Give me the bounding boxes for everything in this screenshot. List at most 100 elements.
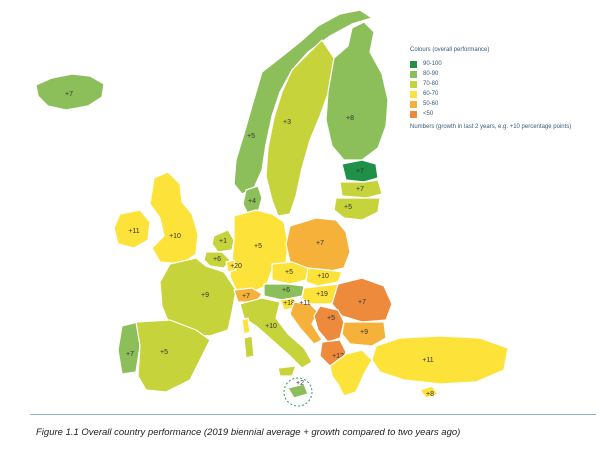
region-sweden: +3 [265,39,335,217]
region-romania: +7 [331,277,393,323]
denmark-label: +4 [248,198,256,205]
region-lithuania: +5 [333,197,381,221]
italy-shape [239,297,313,369]
lithuania-shape [333,197,381,221]
switzerland-shape [233,287,263,303]
slovenia-label: +18 [283,300,295,307]
croatia-label: +11 [299,300,310,307]
greece-shape [329,349,373,397]
slovakia-shape [305,267,343,287]
belgium-label: +6 [213,256,221,263]
legend-swatch [410,80,417,88]
legend-label: 70-80 [423,81,439,87]
region-italy: +10 [239,297,313,369]
finland-label: +8 [346,115,354,122]
united-kingdom-label: +10 [169,233,181,240]
germany-label: +5 [254,243,262,250]
region-bulgaria: +9 [341,321,387,347]
france-label: +9 [201,292,209,299]
hungary-label: +19 [316,291,328,298]
legend-swatch [410,90,417,98]
legend-note: Numbers (growth in last 2 years, e.g. +1… [410,124,572,130]
sardinia-shape [243,335,255,359]
legend-item: 70-80 [410,79,600,89]
estonia-shape [341,159,379,183]
legend-swatch [410,100,417,108]
spain-shape [135,319,211,393]
region-finland: +8 [325,21,389,161]
luxembourg-label: +20 [230,263,242,270]
malta-label: +2 [296,380,304,387]
poland-shape [285,217,351,273]
region-norway: +5 [233,9,373,195]
sicily-shape [277,365,297,377]
region-turkey: +11 [371,335,509,385]
region-luxembourg: +20 [225,259,242,273]
netherlands-shape [211,229,235,253]
region-united-kingdom: +10 [149,171,199,265]
italy-label: +10 [265,323,277,330]
region-ireland: +11 [113,209,151,249]
legend-label: <50 [423,111,434,117]
legend-label: 90-100 [423,61,442,67]
region-france: +9 [159,257,237,337]
malta-shape [287,383,309,399]
legend-label: 60-70 [423,91,439,97]
iceland-label: +7 [65,91,73,98]
bulgaria-label: +9 [360,329,368,336]
corsica-shape [241,317,251,335]
legend-title: Colours (overall performance) [410,47,490,53]
spain-label: +5 [160,349,168,356]
sweden-label: +3 [283,119,291,126]
legend-label: 50-60 [423,101,439,107]
ireland-shape [113,209,151,249]
figure-caption: Figure 1.1 Overall country performance (… [36,427,461,438]
czechia-label: +5 [285,269,293,276]
region-estonia: +7 [341,159,379,183]
belgium-shape [203,251,231,269]
romania-shape [331,277,393,323]
serbia-label: +5 [327,315,335,322]
region-poland: +7 [285,217,351,273]
iceland-shape [35,73,105,111]
france-shape [159,257,237,337]
region-iceland: +7 [35,73,105,111]
malta-highlight-circle [283,377,313,407]
legend-item: 90-100 [410,59,600,69]
norway-shape [233,9,373,195]
united-kingdom-shape [149,171,199,265]
region-slovakia: +10 [305,267,343,287]
region-denmark: +4 [242,185,263,215]
norway-label: +5 [247,133,255,140]
europe-map: +7 +5 +3 +8 +7 +7 +5 +4 +11 +10 [35,9,509,407]
croatia-shape [289,301,323,345]
legend-item: 80-90 [410,69,600,79]
austria-label: +6 [282,287,290,294]
turkey-label: +11 [422,357,433,364]
poland-label: +7 [316,240,324,247]
legend-item: <50 [410,109,600,119]
region-austria: +6 [263,283,305,301]
legend-label: 80-90 [423,71,439,77]
cyprus-shape [419,385,439,399]
region-croatia: +11 [289,300,323,345]
ireland-label: +11 [128,228,139,235]
finland-shape [325,21,389,161]
estonia-label: +7 [356,168,364,175]
cyprus-label: +8 [426,391,434,398]
region-cyprus: +8 [419,385,439,399]
region-netherlands: +1 [211,229,235,253]
legend-item: 60-70 [410,89,600,99]
netherlands-label: +1 [219,238,227,245]
region-spain: +5 [135,319,211,393]
bulgaria-shape [341,321,387,347]
lithuania-label: +5 [344,204,352,211]
portugal-label: +7 [126,351,134,358]
legend-swatch [410,60,417,68]
switzerland-label: +7 [242,293,250,300]
region-serbia: +5 [313,305,345,343]
latvia-label: +7 [356,186,364,193]
montenegro-label: +12 [332,353,344,360]
legend-swatch [410,70,417,78]
serbia-shape [313,305,345,343]
